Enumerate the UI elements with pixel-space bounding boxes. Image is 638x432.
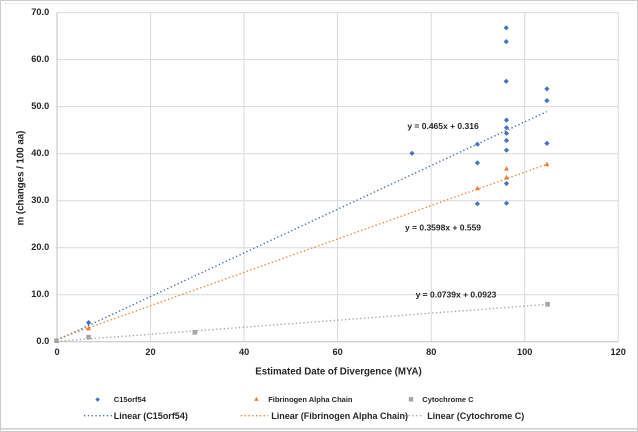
svg-text:40.0: 40.0 [31, 148, 49, 158]
svg-text:0.0: 0.0 [36, 336, 49, 346]
svg-text:y = 0.465x + 0.316: y = 0.465x + 0.316 [407, 121, 479, 131]
svg-text:y = 0.3598x + 0.559: y = 0.3598x + 0.559 [405, 223, 481, 233]
svg-text:C15orf54: C15orf54 [114, 395, 147, 404]
svg-text:20: 20 [145, 347, 155, 357]
svg-text:Estimated Date of Divergence (: Estimated Date of Divergence (MYA) [255, 366, 422, 377]
svg-text:70.0: 70.0 [31, 7, 49, 17]
svg-text:30.0: 30.0 [31, 195, 49, 205]
svg-text:80: 80 [426, 347, 436, 357]
svg-text:Linear (C15orf54): Linear (C15orf54) [114, 411, 188, 421]
svg-text:40: 40 [239, 347, 249, 357]
svg-text:0: 0 [54, 347, 59, 357]
svg-text:y = 0.0739x + 0.0923: y = 0.0739x + 0.0923 [416, 290, 497, 300]
svg-text:Fibrinogen Alpha Chain: Fibrinogen Alpha Chain [268, 395, 353, 404]
svg-text:120: 120 [611, 347, 626, 357]
svg-text:60.0: 60.0 [31, 54, 49, 64]
svg-text:m (changes / 100 aa): m (changes / 100 aa) [16, 131, 27, 226]
svg-text:20.0: 20.0 [31, 242, 49, 252]
svg-text:Linear (Cytochrome C): Linear (Cytochrome C) [427, 411, 524, 421]
svg-text:Cytochrome C: Cytochrome C [422, 395, 474, 404]
svg-text:60: 60 [332, 347, 342, 357]
svg-text:10.0: 10.0 [31, 289, 49, 299]
svg-text:Linear (Fibrinogen Alpha Chain: Linear (Fibrinogen Alpha Chain) [271, 411, 408, 421]
svg-text:100: 100 [517, 347, 532, 357]
svg-text:50.0: 50.0 [31, 101, 49, 111]
